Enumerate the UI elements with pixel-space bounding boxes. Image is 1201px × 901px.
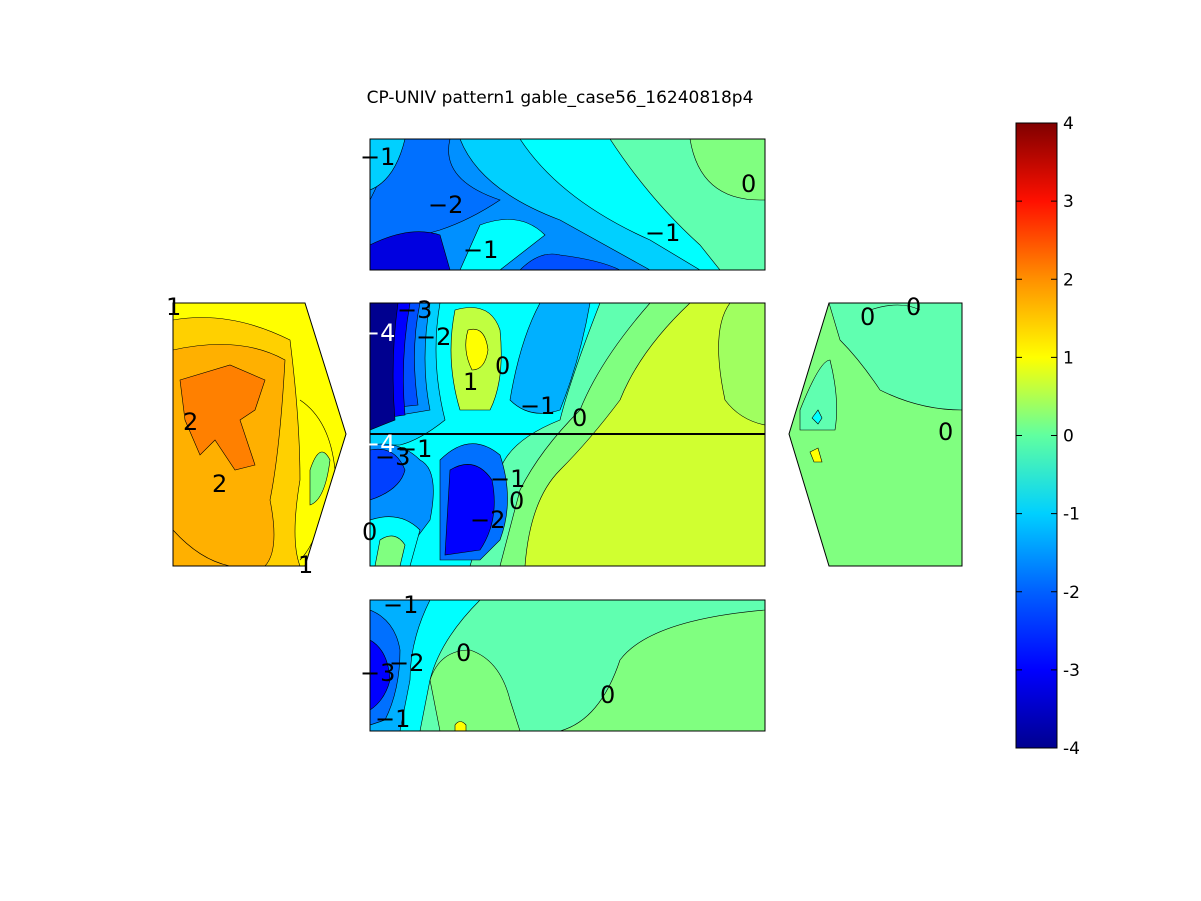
contour-label-bottom-roof: 0 — [600, 681, 615, 709]
contour-label-left-gable: 1 — [298, 551, 313, 579]
panel-bottom-roof — [370, 600, 765, 731]
colorbar-tick-label: 4 — [1063, 114, 1074, 134]
contour-label-center-lower: −3 — [375, 443, 410, 471]
colorbar-tick-label: 2 — [1063, 270, 1074, 290]
contour-label-right-gable: 0 — [938, 418, 953, 446]
contour-label-top-roof: −1 — [463, 236, 498, 264]
contour-label-center-lower: −4 — [360, 430, 395, 458]
colorbar-tick-label: -3 — [1063, 661, 1080, 681]
contour-label-bottom-roof: −1 — [375, 705, 410, 733]
contour-label-center-upper: −1 — [520, 392, 555, 420]
panel-top-roof — [370, 139, 765, 270]
contour-label-top-roof: 0 — [741, 170, 756, 198]
colorbar: -4 -3 -2 -1 0 1 2 3 4 — [1015, 114, 1080, 759]
colorbar-tick-label: 3 — [1063, 192, 1074, 212]
contour-label-center-lower: −1 — [397, 435, 432, 463]
contour-label-top-roof: −1 — [360, 143, 395, 171]
contour-label-center-lower: 0 — [509, 487, 524, 515]
panel-bottom-roof-border — [369, 599, 766, 732]
colorbar-tick-label: 1 — [1063, 348, 1074, 368]
contour-label-bottom-roof: −3 — [360, 659, 395, 687]
contour-label-center-lower: −1 — [490, 465, 525, 493]
contour-label-center-upper: 0 — [572, 404, 587, 432]
contour-label-center-lower: 0 — [362, 518, 377, 546]
contour-label-center-upper: −2 — [416, 323, 451, 351]
panel-right-gable-border — [788, 302, 963, 567]
panel-left-gable-border — [172, 302, 347, 567]
contour-label-bottom-roof: 0 — [456, 639, 471, 667]
contour-label-left-gable: 2 — [183, 408, 198, 436]
colorbar-tick-label: 0 — [1063, 427, 1074, 447]
colorbar-ticks: -4 -3 -2 -1 0 1 2 3 4 — [1016, 114, 1080, 759]
contour-label-center-upper: −4 — [360, 319, 395, 347]
contour-label-top-roof: −1 — [645, 219, 680, 247]
panel-top-roof-border — [369, 138, 766, 271]
contour-label-right-gable: 0 — [906, 293, 921, 321]
contour-label-bottom-roof: −2 — [389, 649, 424, 677]
colorbar-tick-label: -2 — [1063, 583, 1080, 603]
contour-label-center-upper: −3 — [397, 296, 432, 324]
contour-label-center-lower: −2 — [470, 506, 505, 534]
contour-label-center-upper: 1 — [463, 368, 478, 396]
chart-title: CP-UNIV pattern1 gable_case56_16240818p4 — [366, 88, 754, 108]
contour-label-left-gable: 2 — [212, 470, 227, 498]
contour-label-top-roof: −2 — [428, 191, 463, 219]
contour-label-right-gable: 0 — [860, 303, 875, 331]
colorbar-tick-label: -4 — [1063, 739, 1080, 759]
contour-label-center-upper: 0 — [495, 352, 510, 380]
contour-label-left-gable: 1 — [166, 293, 181, 321]
panel-right-gable — [789, 303, 962, 566]
contour-label-bottom-roof: −1 — [383, 591, 418, 619]
colorbar-tick-label: -1 — [1063, 505, 1080, 525]
panel-left-gable — [173, 303, 346, 566]
colorbar-gradient — [1015, 122, 1058, 749]
